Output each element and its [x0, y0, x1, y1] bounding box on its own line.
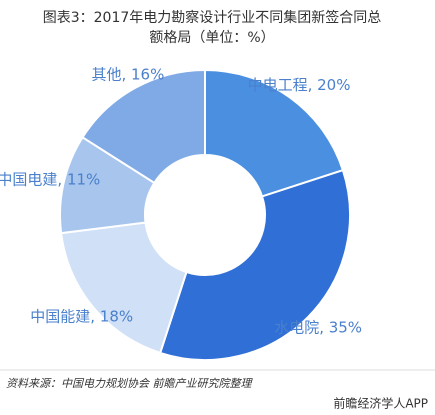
data-label: 中国能建, 18%	[30, 307, 133, 325]
watermark: 前瞻经济学人APP	[333, 396, 428, 411]
data-label: 中电工程, 20%	[248, 76, 351, 94]
data-label: 其他, 16%	[91, 65, 164, 83]
chart-title: 额格局（单位：%）	[149, 30, 274, 46]
donut-segment	[158, 168, 351, 361]
chart-title: 图表3：2017年电力勘察设计行业不同集团新签合同总	[43, 9, 382, 26]
data-label: 中国电建, 11%	[0, 171, 100, 189]
donut-segment	[60, 221, 188, 355]
donut-segment	[81, 68, 206, 185]
source: 资料来源：中国电力规划协会 前瞻产业研究院整理	[6, 377, 253, 390]
donut-segment	[204, 68, 345, 198]
data-label: 水电院, 35%	[274, 319, 362, 337]
